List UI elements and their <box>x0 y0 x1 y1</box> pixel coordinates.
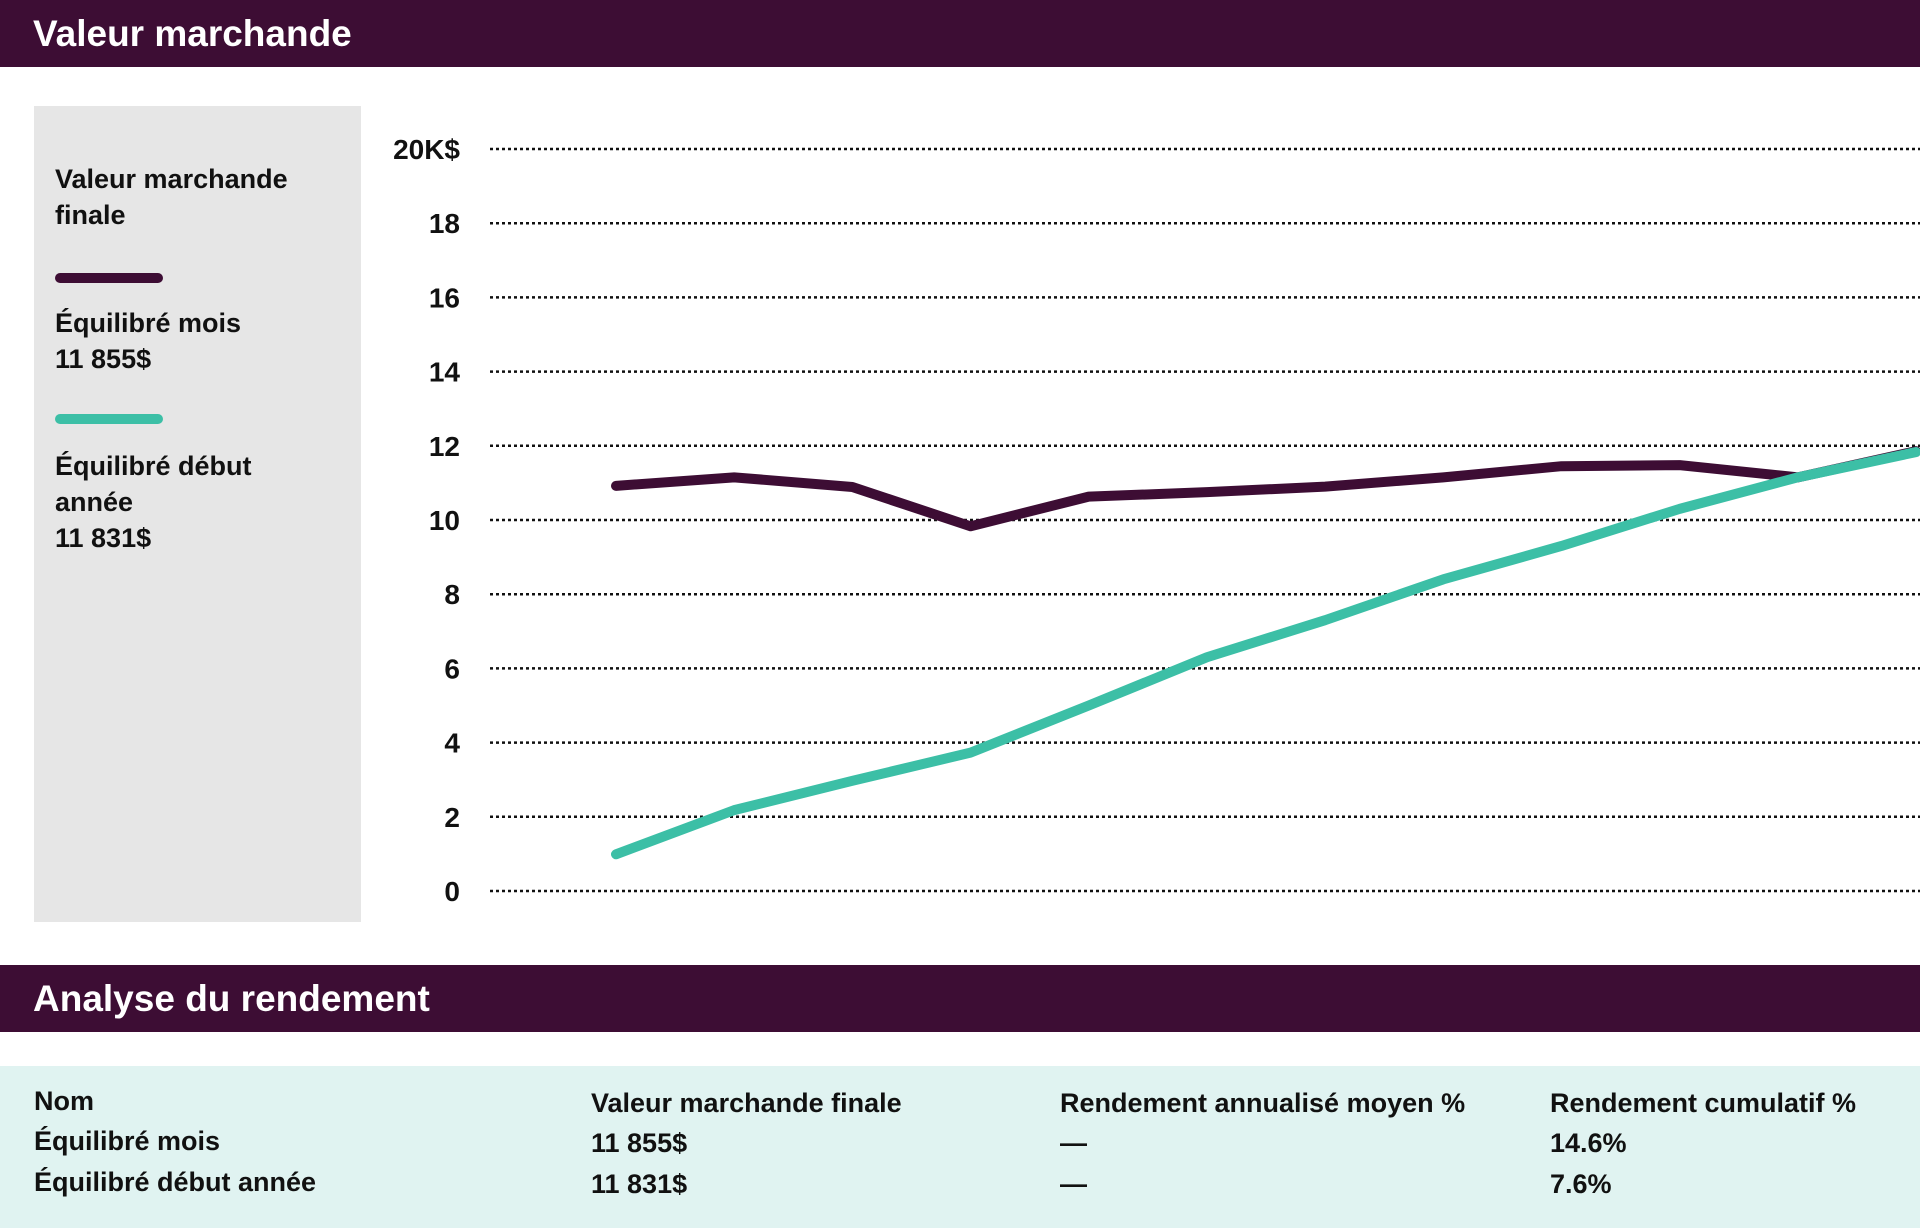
row1-cumulative-return: 14.6% <box>1550 1128 1627 1158</box>
legend-title: Valeur marchande finale <box>55 164 288 230</box>
row2-cumulative-return: 7.6% <box>1550 1169 1612 1199</box>
row2-final-value: 11 831$ <box>591 1169 688 1199</box>
series-line-equilibre-mois <box>611 446 1920 532</box>
legend-label-equilibre-debut-annee: Équilibré début <box>55 451 252 481</box>
y-tick-label: 8 <box>444 579 460 610</box>
legend-swatch-equilibre-debut-annee <box>55 414 163 424</box>
y-tick-label: 2 <box>444 802 460 833</box>
y-tick-label: 14 <box>429 357 461 388</box>
y-tick-label: 0 <box>444 876 460 907</box>
header-final-value: Valeur marchande finale <box>591 1088 902 1118</box>
market-value-header: Valeur marchande <box>0 0 1920 67</box>
row1-name: Équilibré mois <box>34 1126 221 1156</box>
row2-annualized-return: — <box>1060 1169 1087 1199</box>
row2-name: Équilibré début année <box>34 1167 317 1197</box>
legend-label-equilibre-debut-annee-2: année <box>55 487 134 517</box>
performance-table: Nom Valeur marchande finale Rendement an… <box>0 1066 1920 1228</box>
legend-value-equilibre-mois: 11 855$ <box>55 344 152 374</box>
series-line-equilibre-debut-annee <box>611 447 1920 860</box>
line-chart: 0 2 4 6 8 10 12 14 16 18 20K$ <box>393 134 1920 907</box>
y-tick-label: 12 <box>429 431 460 462</box>
y-tick-label: 16 <box>429 282 460 313</box>
row1-annualized-return: — <box>1060 1128 1087 1158</box>
y-tick-label: 10 <box>429 505 460 536</box>
y-tick-label: 18 <box>429 208 460 239</box>
header-annualized-return: Rendement annualisé moyen % <box>1060 1088 1466 1118</box>
header-name: Nom <box>34 1086 94 1116</box>
performance-header: Analyse du rendement <box>0 965 1920 1032</box>
legend-label-equilibre-mois: Équilibré mois <box>55 308 242 338</box>
row1-final-value: 11 855$ <box>591 1128 688 1158</box>
header-cumulative-return: Rendement cumulatif % <box>1550 1088 1857 1118</box>
legend-swatch-equilibre-mois <box>55 273 163 283</box>
chart-legend: Valeur marchande finale Équilibré mois 1… <box>34 106 361 922</box>
y-tick-label: 20K$ <box>393 134 460 165</box>
y-tick-label: 6 <box>444 653 460 684</box>
legend-value-equilibre-debut-annee: 11 831$ <box>55 523 152 553</box>
y-tick-label: 4 <box>444 728 460 759</box>
